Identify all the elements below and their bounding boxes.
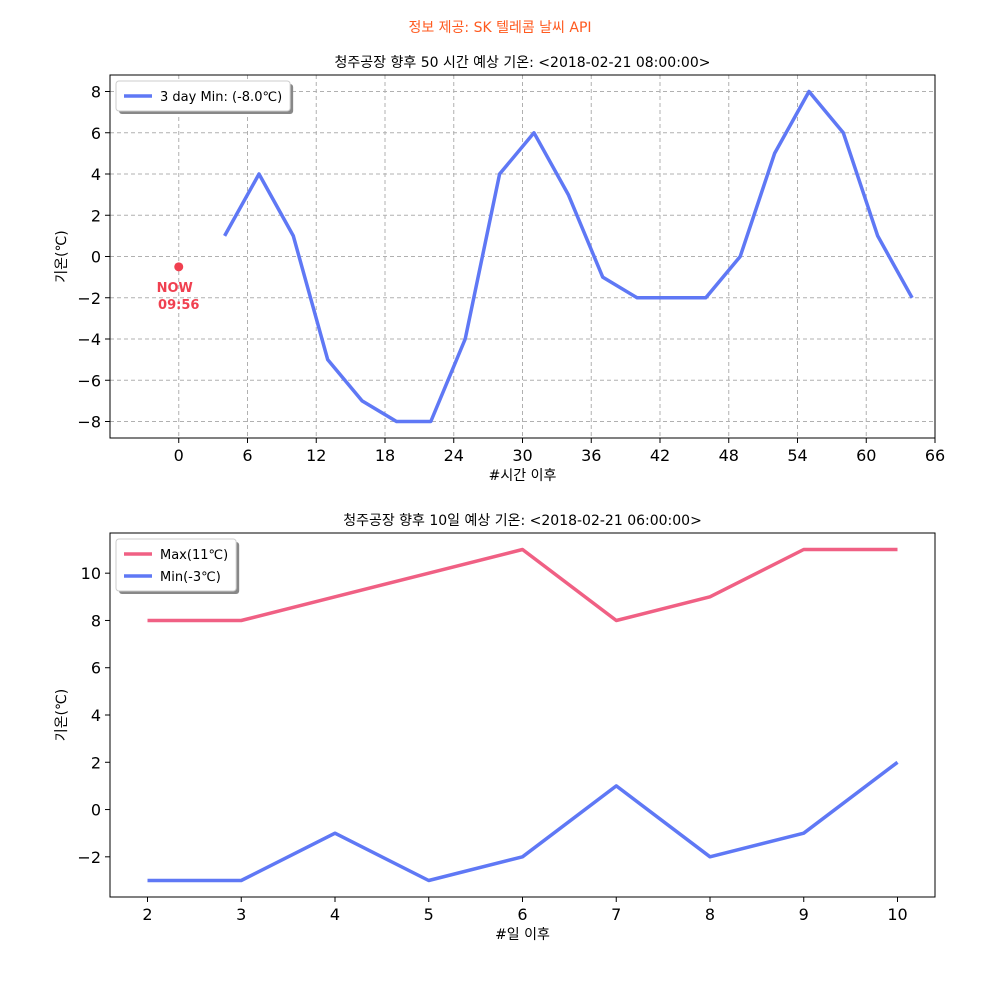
chart-1-title: 청주공장 향후 10일 예상 기온: <2018-02-21 06:00:00>	[343, 513, 702, 529]
chart-1-x-tick-label: 5	[424, 905, 434, 924]
chart-0-x-axis-label: #시간 이후	[489, 468, 557, 484]
chart-0-legend-entry-0: 3 day Min: (-8.0℃)	[160, 90, 282, 105]
now-marker	[174, 262, 184, 272]
chart-1-y-tick-label: 8	[91, 611, 101, 630]
chart-0-x-tick-label: 54	[787, 446, 807, 465]
chart-0-y-tick-label: −6	[77, 371, 101, 390]
chart-0-series-line-0	[223, 89, 914, 424]
now-label: NOW	[157, 281, 193, 296]
chart-0-y-tick-label: 8	[91, 83, 101, 102]
chart-1-legend-frame	[115, 538, 237, 592]
chart-1-x-tick-label: 6	[517, 905, 527, 924]
now-time-label: 09:56	[158, 298, 199, 313]
chart-0-y-tick-label: 4	[91, 165, 101, 184]
chart-0-y-tick-label: 2	[91, 206, 101, 225]
chart-1-x-axis-label: #일 이후	[495, 927, 550, 943]
chart-1-x-tick-label: 4	[330, 905, 340, 924]
chart-0-legend: 3 day Min: (-8.0℃)	[115, 80, 294, 114]
chart-1-series-line-1	[147, 760, 899, 883]
chart-1-y-tick-label: 2	[91, 753, 101, 772]
chart-1-legend-entry-0: Max(11℃)	[160, 548, 228, 563]
chart-0-legend-frame	[115, 80, 291, 112]
chart-0-x-tick-label: 24	[444, 446, 464, 465]
chart-0-y-tick-label: 6	[91, 124, 101, 143]
chart-1-legend: Max(11℃) Min(-3℃)	[115, 538, 240, 594]
chart-1-x-tick-label: 7	[611, 905, 621, 924]
chart-0-x-tick-label: 42	[650, 446, 670, 465]
chart-0-x-tick-label: 48	[719, 446, 739, 465]
chart-1-y-tick-label: 0	[91, 801, 101, 820]
chart-0-x-tick-label: 0	[174, 446, 184, 465]
chart-0-x-tick-label: 30	[512, 446, 532, 465]
chart-1-x-tick-label: 10	[887, 905, 907, 924]
chart-0-x-tick-label: 6	[242, 446, 252, 465]
chart-0-title: 청주공장 향후 50 시간 예상 기온: <2018-02-21 08:00:0…	[335, 55, 711, 71]
chart-1-x-tick-label: 8	[705, 905, 715, 924]
chart-1-y-tick-label: 4	[91, 706, 101, 725]
chart-1-series-line-0	[147, 547, 898, 623]
chart-0-y-tick-label: −4	[77, 330, 101, 349]
chart-1-y-axis-label: 기온(℃)	[54, 689, 70, 741]
chart-1-x-tick-label: 9	[799, 905, 809, 924]
chart-1-y-tick-label: −2	[77, 848, 101, 867]
chart-0-y-tick-label: −2	[77, 289, 101, 308]
chart-1-x-tick-label: 3	[236, 905, 246, 924]
chart-0-x-tick-label: 36	[581, 446, 601, 465]
chart-0-x-tick-label: 12	[306, 446, 326, 465]
chart-0-y-axis-label: 기온(℃)	[54, 230, 70, 282]
chart-0-x-tick-label: 60	[856, 446, 876, 465]
chart-0-y-tick-label: 0	[91, 248, 101, 267]
chart-1-x-tick-label: 2	[142, 905, 152, 924]
chart-1-legend-entry-1: Min(-3℃)	[160, 570, 221, 585]
chart-0-x-tick-label: 66	[925, 446, 945, 465]
figure-suptitle: 정보 제공: SK 텔레콤 날씨 API	[408, 20, 591, 36]
chart-0-x-tick-label: 18	[375, 446, 395, 465]
chart-0-y-tick-label: −8	[77, 413, 101, 432]
chart-1-y-tick-label: 6	[91, 659, 101, 678]
chart-1-y-tick-label: 10	[81, 564, 101, 583]
daily-forecast-chart: 2 3 4 5 6 7 8 9 10 −2 0 2 4 6 8 10 청주공장 향후 10일 예상 기온: <2…	[54, 513, 936, 943]
